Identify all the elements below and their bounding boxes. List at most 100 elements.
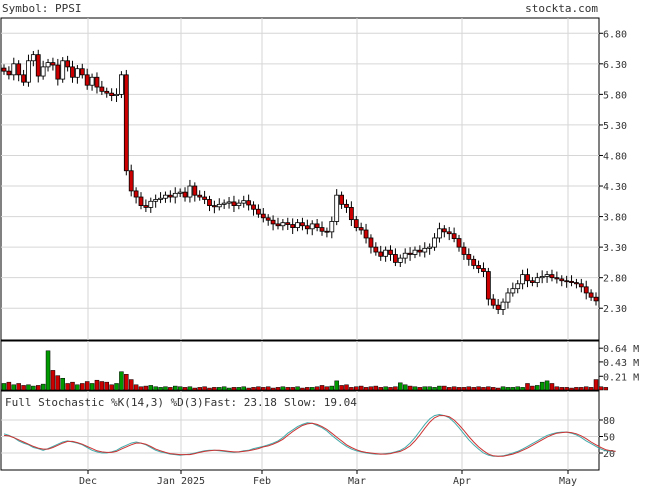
- volume-bar: [114, 383, 119, 391]
- y-tick-label: 4.80: [603, 151, 627, 162]
- candle: [148, 197, 154, 213]
- candle-body: [251, 204, 256, 210]
- candle: [163, 191, 168, 203]
- candle: [412, 246, 418, 259]
- candle-body: [40, 66, 46, 77]
- volume-bar: [486, 386, 491, 391]
- candle-body: [339, 194, 344, 205]
- candle: [216, 198, 222, 211]
- site-label[interactable]: stockta.com: [525, 2, 598, 15]
- candle-body: [45, 62, 51, 68]
- candle-body: [344, 203, 349, 208]
- volume-bar: [535, 385, 540, 391]
- candle-body: [446, 231, 452, 235]
- volume-bar: [128, 379, 134, 391]
- y-tick-label: 6.30: [603, 60, 627, 71]
- volume-bar: [246, 387, 251, 391]
- candle: [402, 248, 408, 264]
- y-tick-label: 4.30: [603, 182, 627, 193]
- candle: [544, 270, 550, 283]
- candle-body: [216, 203, 222, 208]
- candle: [30, 50, 36, 67]
- candle-body: [427, 246, 433, 249]
- candle-body: [84, 74, 90, 86]
- volume-bar: [603, 387, 609, 391]
- volume-bar: [285, 387, 291, 391]
- candle: [432, 233, 437, 251]
- candle-body: [456, 238, 462, 248]
- candle: [99, 80, 105, 95]
- candle-body: [55, 64, 61, 80]
- candle: [65, 55, 71, 72]
- candle-body: [314, 223, 320, 228]
- volume-bar: [11, 384, 17, 391]
- volume-bar: [16, 383, 21, 391]
- candle-body: [6, 70, 12, 76]
- volume-tick-label: 0.64 M: [603, 344, 639, 355]
- volume-bar: [569, 387, 574, 391]
- x-axis: Dec Jan 2025 Feb Mar Apr May: [79, 470, 577, 486]
- volume-bar: [119, 371, 124, 391]
- candle: [344, 199, 349, 213]
- candle-body: [334, 194, 340, 222]
- candle-body: [99, 86, 105, 92]
- candle: [187, 179, 193, 203]
- candle-body: [50, 62, 56, 66]
- candle: [114, 88, 119, 103]
- volume-bar: [212, 387, 217, 391]
- volume-bar: [50, 370, 56, 391]
- candle: [441, 225, 447, 238]
- volume-bar: [491, 387, 496, 391]
- candle-body: [109, 92, 115, 96]
- candle-body: [256, 208, 261, 215]
- volume-bar: [80, 383, 85, 391]
- candle-body: [1, 67, 7, 72]
- volume-panel: 0.64 M 0.43 M 0.21 M: [0, 340, 639, 391]
- volume-bar: [153, 386, 158, 391]
- candle-body: [495, 304, 501, 310]
- stochastic-tick-label: 50: [603, 433, 615, 444]
- volume-bar: [197, 387, 202, 391]
- candle-body: [569, 280, 574, 283]
- candle: [554, 271, 560, 284]
- volume-bar: [549, 383, 555, 391]
- candle-body: [260, 213, 266, 219]
- candle-body: [60, 60, 66, 80]
- volume-bar: [510, 387, 516, 391]
- candle-body: [221, 202, 227, 205]
- candle: [226, 197, 232, 209]
- candle-body: [373, 246, 379, 253]
- candle: [309, 220, 315, 236]
- candle-body: [437, 228, 442, 239]
- candle: [50, 57, 56, 71]
- candle: [55, 58, 61, 86]
- candle-body: [123, 74, 129, 172]
- candle: [373, 242, 379, 256]
- panel-frame: [0, 17, 600, 341]
- volume-bar: [451, 386, 457, 391]
- candle: [578, 278, 584, 293]
- candle: [324, 227, 330, 238]
- stochastic-fast-label: Fast: 23.18: [204, 396, 277, 409]
- candle: [583, 280, 589, 300]
- candle: [167, 190, 173, 203]
- volume-bar: [383, 386, 388, 391]
- panel-frame: [0, 390, 600, 471]
- candle-body: [290, 224, 296, 228]
- candle: [358, 222, 364, 235]
- volume-bar: [202, 386, 207, 391]
- candle: [40, 60, 46, 80]
- candle: [109, 88, 115, 102]
- candle: [495, 299, 501, 315]
- candle-body: [275, 223, 281, 227]
- candle: [407, 247, 413, 261]
- candle: [172, 187, 178, 204]
- candle-body: [158, 197, 163, 200]
- candle-body: [163, 194, 168, 199]
- y-tick-label: 3.30: [603, 243, 627, 254]
- volume-bar: [349, 387, 354, 391]
- candle: [383, 246, 389, 262]
- candle-body: [451, 233, 457, 239]
- candle: [192, 182, 198, 202]
- volume-bar: [574, 387, 579, 391]
